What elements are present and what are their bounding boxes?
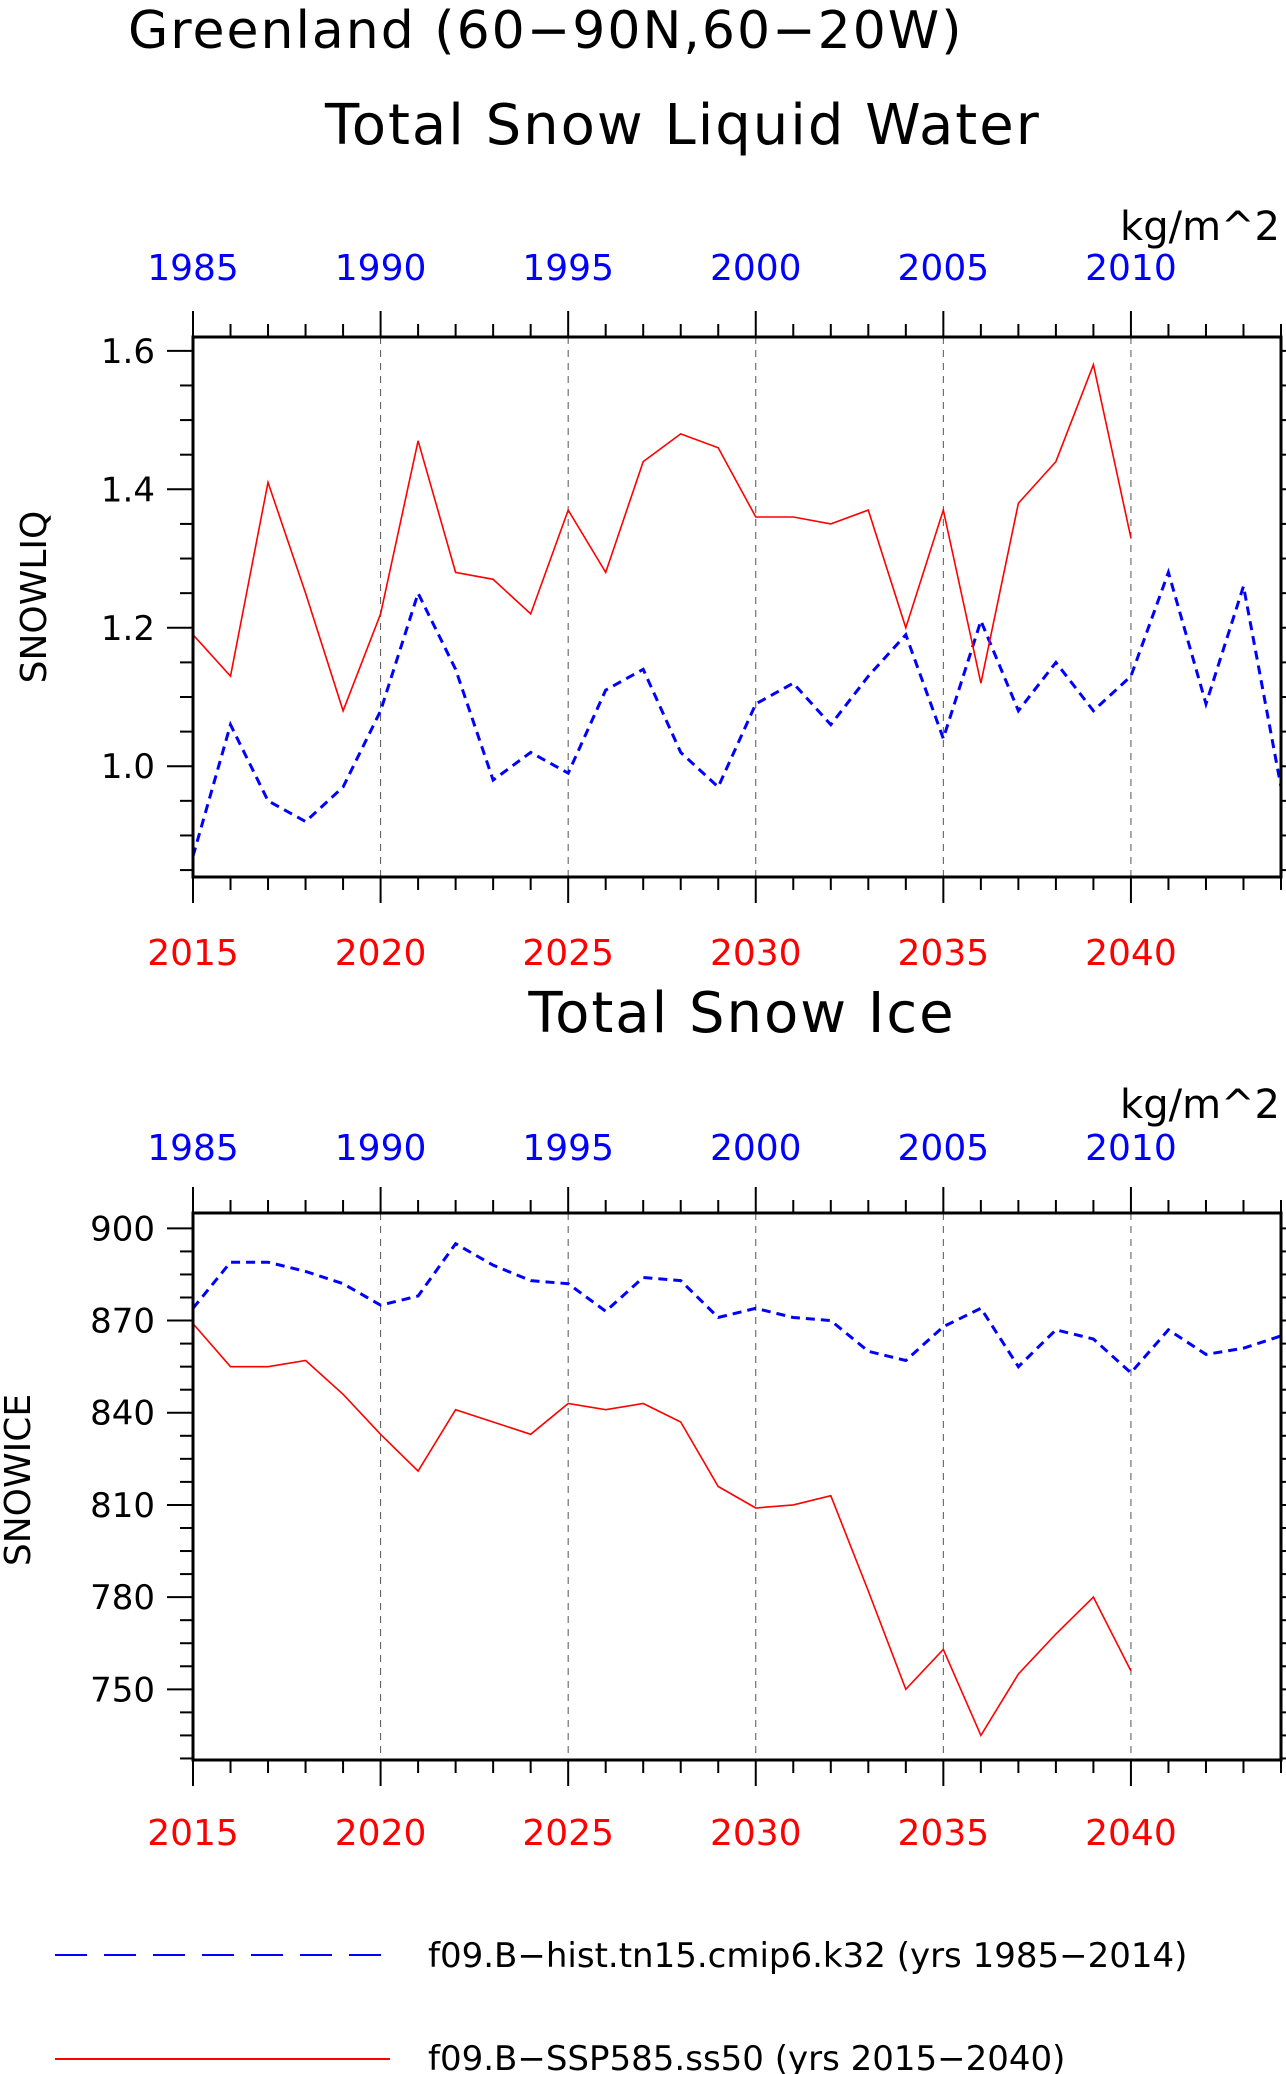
- snowice-y-tick-label: 750: [90, 1670, 155, 1710]
- snowliq-series: [191, 361, 1283, 857]
- snowice-top-tick-label: 2010: [1085, 1128, 1177, 1169]
- snowice-top-tick-label: 2005: [898, 1128, 990, 1169]
- snowliq-bottom-tick-label: 2035: [898, 933, 990, 974]
- snowliq-bottom-tick-label: 2025: [522, 933, 614, 974]
- snowice-bottom-tick-label: 2020: [335, 1813, 427, 1854]
- snowice-bottom-tick-label: 2030: [710, 1813, 802, 1854]
- snowliq-bottom-tick-label: 2040: [1085, 933, 1177, 974]
- snowliq-y-tick-label: 1.2: [101, 609, 155, 649]
- snowice-series-hist-line: [191, 1241, 1282, 1375]
- snowice-bottom-tick-label: 2025: [522, 1813, 614, 1854]
- legend-future-label: f09.B−SSP585.ss50 (yrs 2015−2040): [428, 2039, 1065, 2074]
- snowliq-y-tick-label: 1.0: [101, 747, 155, 787]
- snowliq-bottom-tick-label: 2020: [335, 933, 427, 974]
- snowice-bottom-tick-label: 2035: [898, 1813, 990, 1854]
- snowice-bottom-tick-label: 2015: [147, 1813, 239, 1854]
- snowliq-y-tick-label: 1.6: [101, 332, 155, 372]
- snowliq-grid: [380, 337, 1132, 877]
- figure-title-line1: Greenland (60−90N,60−20W): [128, 1, 964, 61]
- snowliq-top-tick-label: 2010: [1085, 248, 1177, 289]
- snowliq-bottom-tick-label: 2030: [710, 933, 802, 974]
- snowliq-ylabel: SNOWLIQ: [14, 511, 55, 684]
- snowliq-top-tick-label: 1995: [522, 248, 614, 289]
- chart-title-snowliq: Total Snow Liquid Water: [324, 93, 1041, 158]
- snowice-ylabel: SNOWICE: [0, 1394, 39, 1566]
- snowliq-units: kg/m^2: [1120, 204, 1280, 250]
- legend-hist-label: f09.B−hist.tn15.cmip6.k32 (yrs 1985−2014…: [428, 1936, 1187, 1976]
- snowliq-plot-frame: [191, 335, 1283, 879]
- snowice-y-tick-label: 870: [90, 1302, 155, 1342]
- snowice-series: [191, 1241, 1282, 1738]
- snowliq-top-tick-label: 2005: [898, 248, 990, 289]
- snowice-top-tick-label: 2000: [710, 1128, 802, 1169]
- snowliq-y-tick-label: 1.4: [101, 470, 155, 510]
- snowice-units: kg/m^2: [1120, 1082, 1280, 1128]
- snowliq-bottom-tick-label: 2015: [147, 933, 239, 974]
- snowice-y-tick-label: 840: [90, 1394, 155, 1434]
- snowice-top-tick-label: 1990: [335, 1128, 427, 1169]
- snowice-top-tick-label: 1995: [522, 1128, 614, 1169]
- snowice-axes: 1985 1990 1995 2000 2005 2010 2015 2020 2025 2030…: [90, 1128, 1286, 1854]
- snowice-plot-frame: [191, 1211, 1283, 1762]
- snowice-grid: [380, 1213, 1132, 1760]
- snowice-series-future-line: [192, 1323, 1132, 1738]
- snowliq-top-tick-label: 2000: [710, 248, 802, 289]
- chart-title-snowice: Total Snow Ice: [527, 981, 955, 1046]
- snowliq-top-tick-label: 1990: [335, 248, 427, 289]
- snowice-y-tick-label: 900: [90, 1209, 155, 1249]
- snowliq-series-hist-line: [191, 567, 1283, 857]
- snowice-y-tick-label: 780: [90, 1578, 155, 1618]
- snowliq-axes: 1985 1990 1995 2000 2005 2010 2015 2020 2025 2030…: [101, 248, 1286, 974]
- snowice-y-tick-label: 810: [90, 1486, 155, 1526]
- snowliq-top-tick-label: 1985: [147, 248, 239, 289]
- snowice-top-tick-label: 1985: [147, 1128, 239, 1169]
- snowliq-series-future-line: [192, 361, 1132, 714]
- snowice-bottom-tick-label: 2040: [1085, 1813, 1177, 1854]
